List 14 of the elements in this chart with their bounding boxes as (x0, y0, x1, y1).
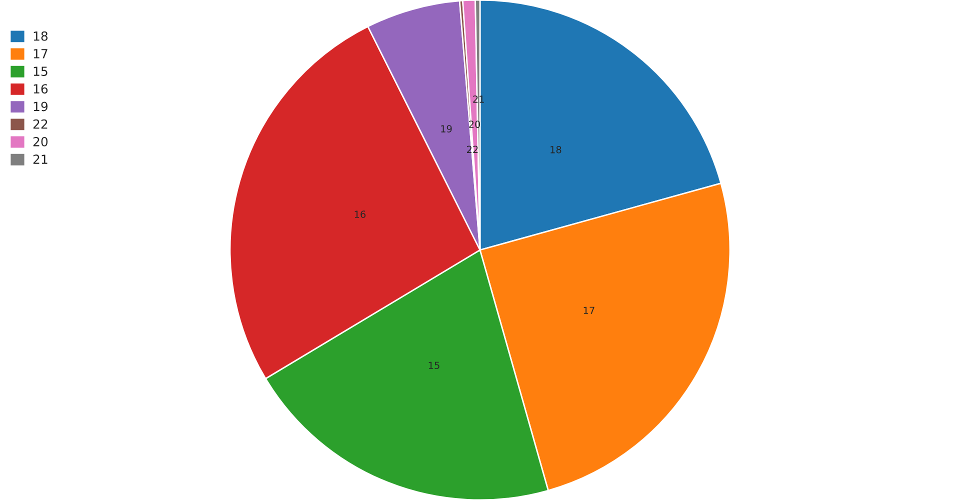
slice-label: 17 (584, 306, 594, 314)
legend-label: 20 (33, 136, 48, 146)
slice-label: 19 (441, 125, 452, 132)
slice-label: 16 (354, 210, 366, 218)
legend-label: 16 (34, 84, 48, 94)
slice-label: 18 (550, 146, 562, 154)
legend-label: 22 (33, 119, 48, 129)
slice-label: 15 (428, 362, 440, 370)
legend-label: 19 (34, 102, 48, 112)
legend-label: 18 (34, 31, 48, 41)
legend-label: 15 (34, 66, 48, 76)
legend-label: 21 (33, 154, 48, 164)
legend-label: 17 (34, 49, 48, 58)
slice-label: 20 (469, 120, 480, 128)
